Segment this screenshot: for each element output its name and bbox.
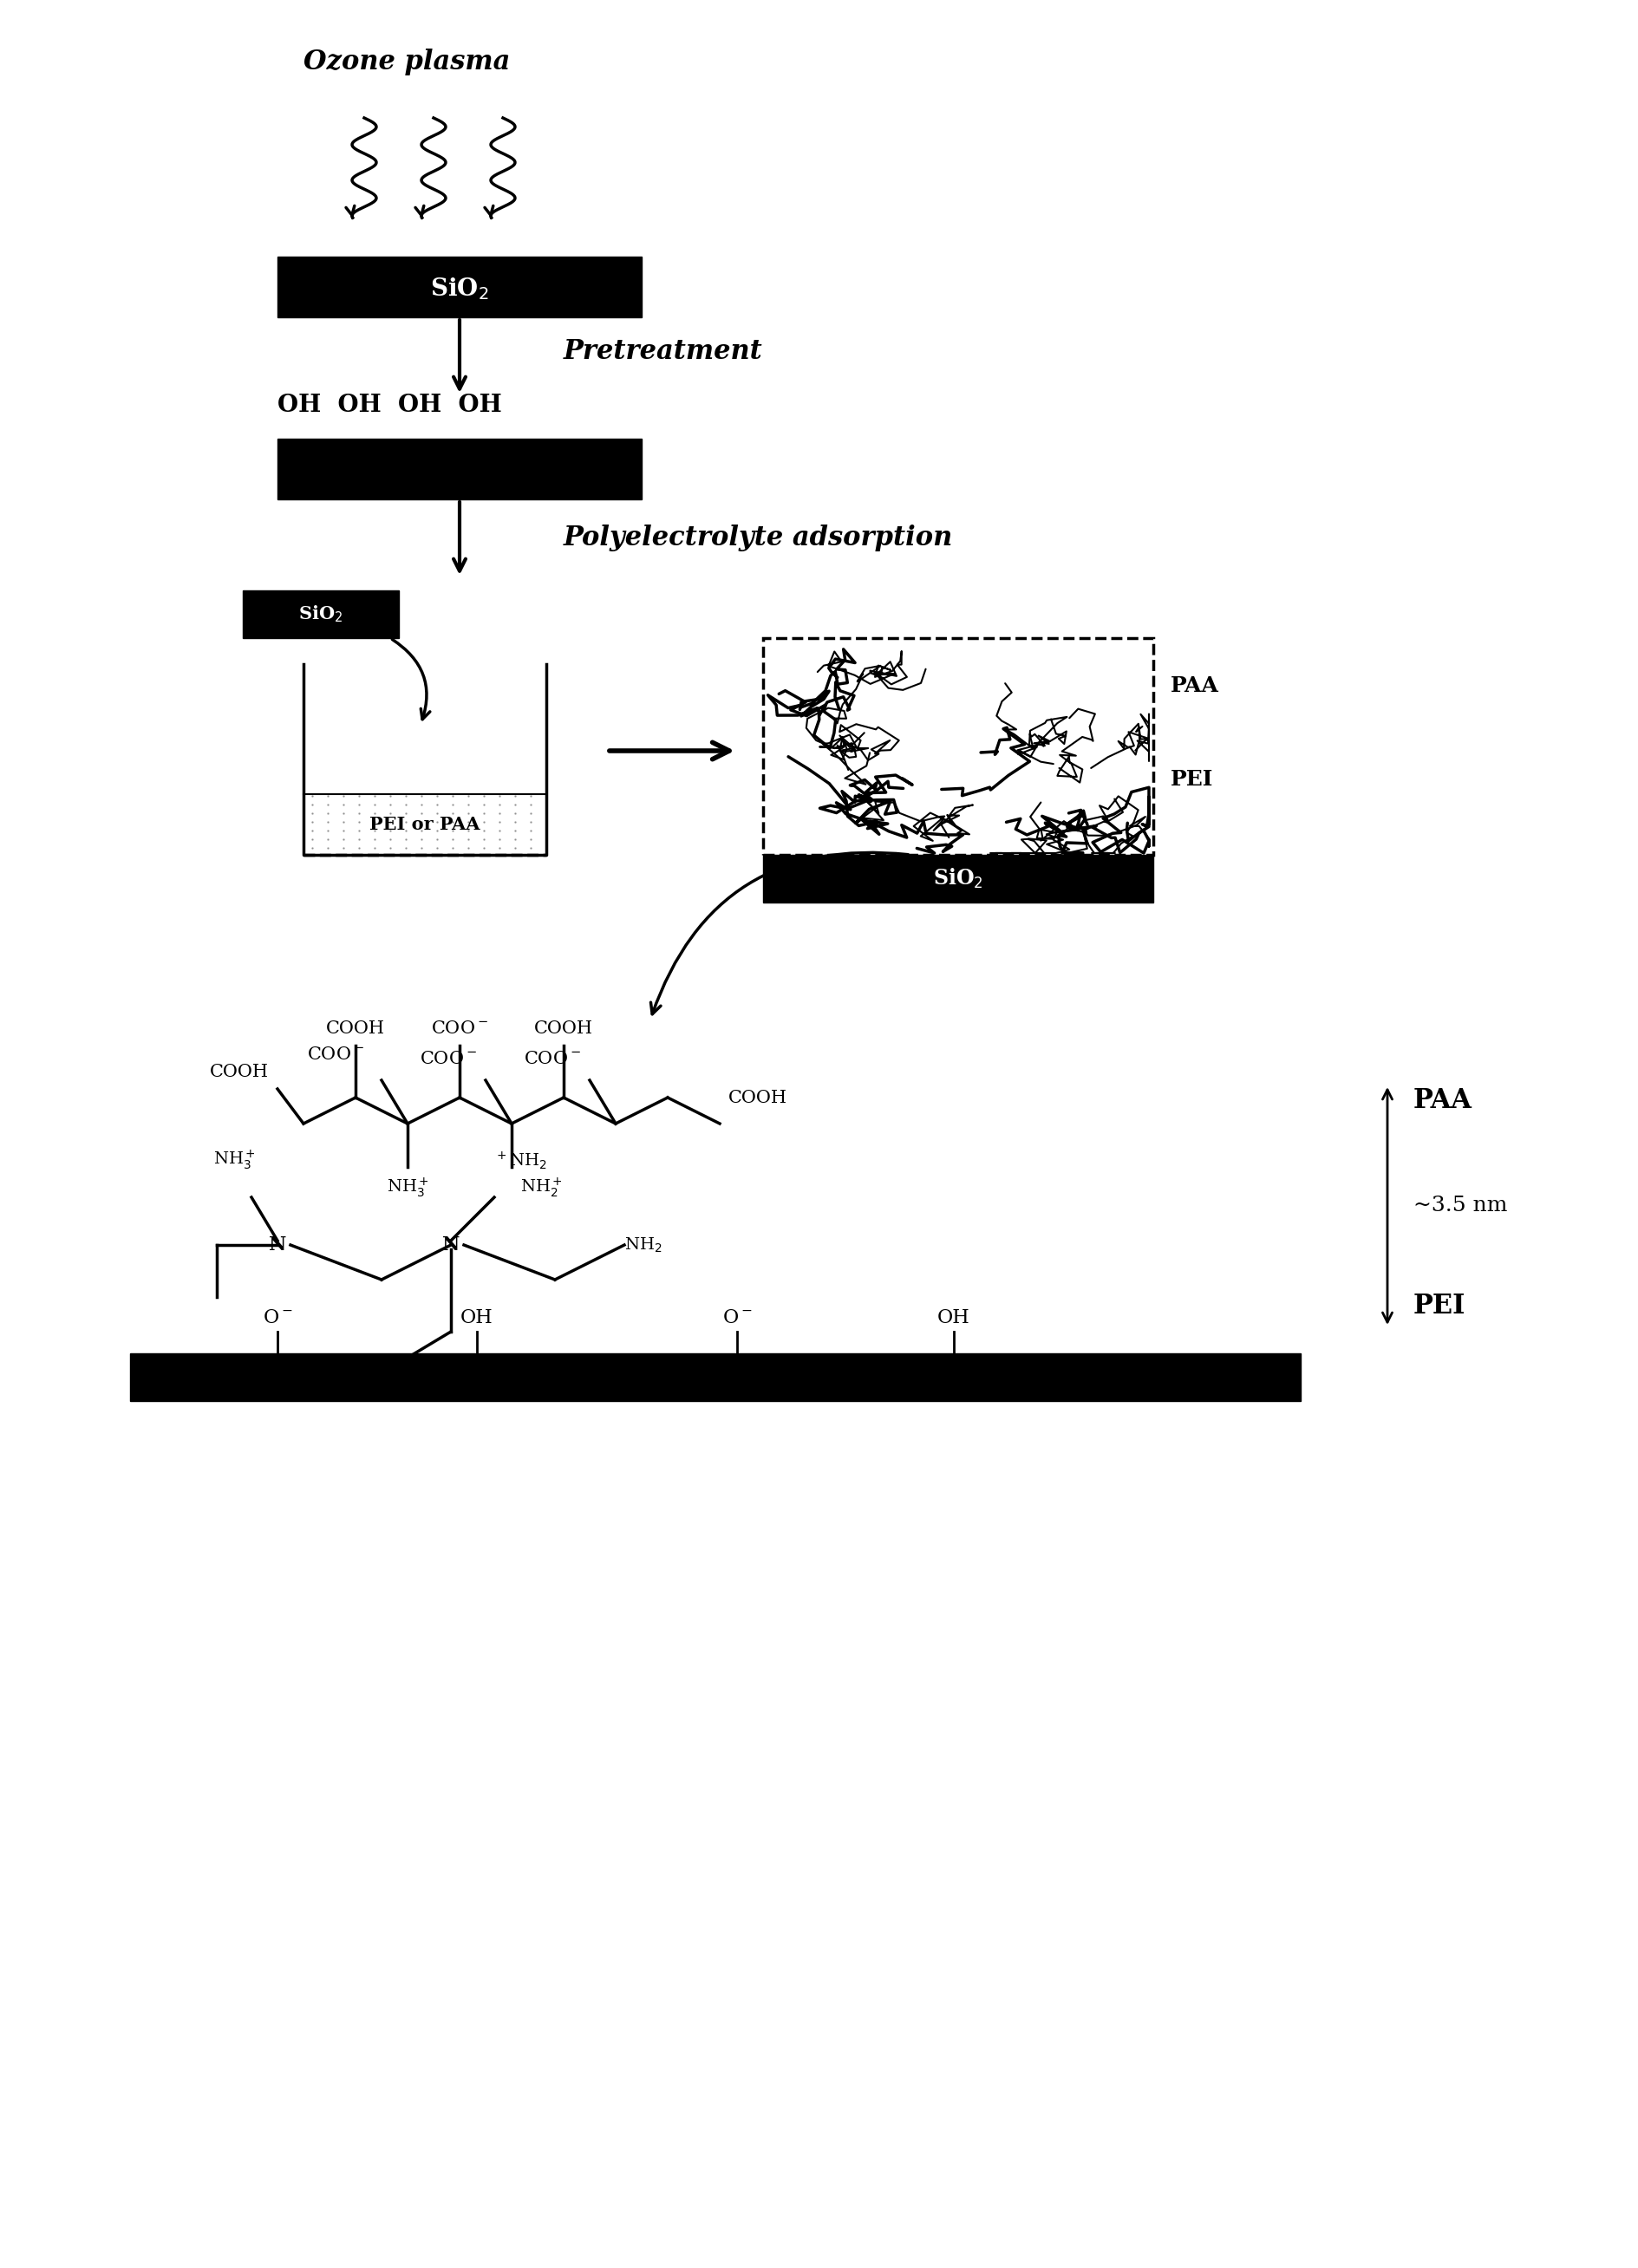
Text: OH: OH [937,1309,970,1327]
Text: $^+$NH$_2$: $^+$NH$_2$ [495,1150,547,1170]
Text: COO$^-$: COO$^-$ [419,1050,477,1068]
Text: PAA: PAA [1412,1086,1471,1114]
Text: NH$_2^+$: NH$_2^+$ [519,1175,562,1200]
Text: Ozone plasma: Ozone plasma [303,48,509,75]
Text: COOH: COOH [210,1064,269,1080]
Bar [277,256,642,318]
Bar [763,637,1153,855]
Text: SiO$_2$: SiO$_2$ [431,277,488,302]
Text: N: N [442,1236,460,1254]
Text: SiO$_2$: SiO$_2$ [932,866,983,891]
Text: PEI: PEI [1170,769,1212,789]
Text: NH$_3^+$: NH$_3^+$ [213,1148,256,1170]
Text: COOH: COOH [534,1021,593,1036]
Bar [242,590,398,637]
Text: OH: OH [460,1309,493,1327]
Text: ~3.5 nm: ~3.5 nm [1412,1195,1507,1216]
Text: PAA: PAA [1170,676,1219,696]
Bar [277,438,642,499]
Text: $^+$NH$_2$: $^+$NH$_2$ [337,1370,390,1393]
Text: O$^-$: O$^-$ [722,1309,752,1327]
Text: Pretreatment: Pretreatment [563,338,762,365]
Text: PEI or PAA: PEI or PAA [370,816,480,832]
Text: SiO$_2$: SiO$_2$ [298,603,342,624]
Text: NH$_2$: NH$_2$ [624,1236,662,1254]
Text: NH$_3^+$: NH$_3^+$ [387,1175,429,1200]
Text: O$^-$: O$^-$ [262,1309,293,1327]
Bar [763,855,1153,903]
Text: COO$^-$: COO$^-$ [524,1050,580,1068]
Text: COOH: COOH [727,1089,786,1107]
Text: COOH: COOH [326,1021,385,1036]
Bar [129,1354,1301,1402]
Text: PEI: PEI [1412,1293,1464,1320]
Text: Polyelectrolyte adsorption: Polyelectrolyte adsorption [563,524,953,551]
Text: NH$_3^+$: NH$_3^+$ [500,1370,541,1395]
Text: N: N [269,1236,287,1254]
Text: COO$^-$: COO$^-$ [306,1046,364,1064]
Text: OH  OH  OH  OH: OH OH OH OH [277,395,501,417]
Text: COO$^-$: COO$^-$ [431,1021,488,1036]
